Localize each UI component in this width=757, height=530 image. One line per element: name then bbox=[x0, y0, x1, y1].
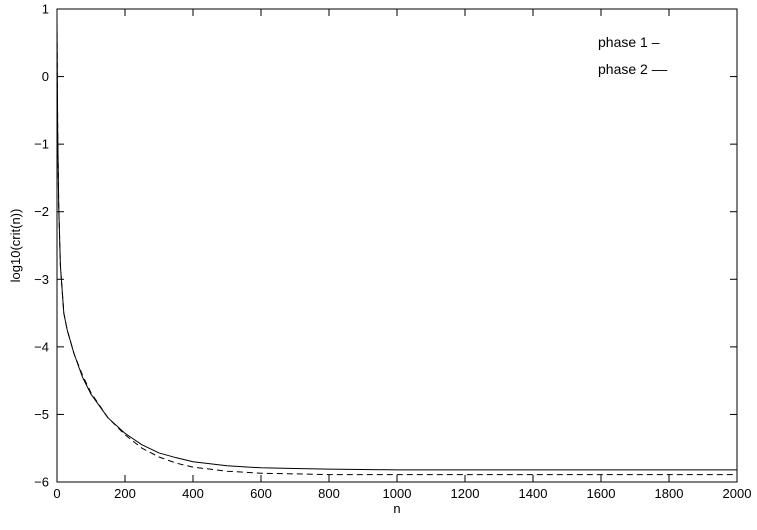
series-layer bbox=[56, 22, 737, 476]
series-line-2 bbox=[56, 22, 737, 476]
x-tick-label: 1400 bbox=[519, 486, 548, 501]
y-tick-label: −5 bbox=[34, 407, 49, 422]
plot-area bbox=[56, 8, 738, 483]
x-tick-label: 200 bbox=[114, 486, 136, 501]
y-axis-label: log10(crit(n)) bbox=[8, 209, 23, 283]
legend-entry-2: phase 2 –– bbox=[598, 61, 667, 77]
y-tick-label: −3 bbox=[34, 272, 49, 287]
y-tick-label: 1 bbox=[42, 2, 49, 17]
x-tick-label: 600 bbox=[250, 486, 272, 501]
x-tick-label: 1200 bbox=[451, 486, 480, 501]
legend: phase 1 – phase 2 –– bbox=[598, 34, 667, 77]
x-tick-label: 0 bbox=[53, 486, 60, 501]
legend-entry-1: phase 1 – bbox=[598, 34, 660, 50]
y-tick-label: −6 bbox=[34, 475, 49, 490]
x-tick-label: 1600 bbox=[587, 486, 616, 501]
plot-frame bbox=[56, 8, 738, 483]
x-tick-label: 800 bbox=[318, 486, 340, 501]
x-tick-label: 400 bbox=[182, 486, 204, 501]
y-tick-label: −2 bbox=[34, 204, 49, 219]
x-tick-label: 1000 bbox=[383, 486, 412, 501]
y-tick-label: 0 bbox=[42, 69, 49, 84]
x-tick-label: 1800 bbox=[655, 486, 684, 501]
y-tick-label: −4 bbox=[34, 339, 49, 354]
x-tick-label: 2000 bbox=[723, 486, 752, 501]
x-axis-label: n bbox=[393, 501, 400, 516]
y-tick-label: −1 bbox=[34, 137, 49, 152]
axes: 0 200 400 600 800 1000 1200 1400 1600 1800 2000 −6 −… bbox=[34, 2, 751, 502]
